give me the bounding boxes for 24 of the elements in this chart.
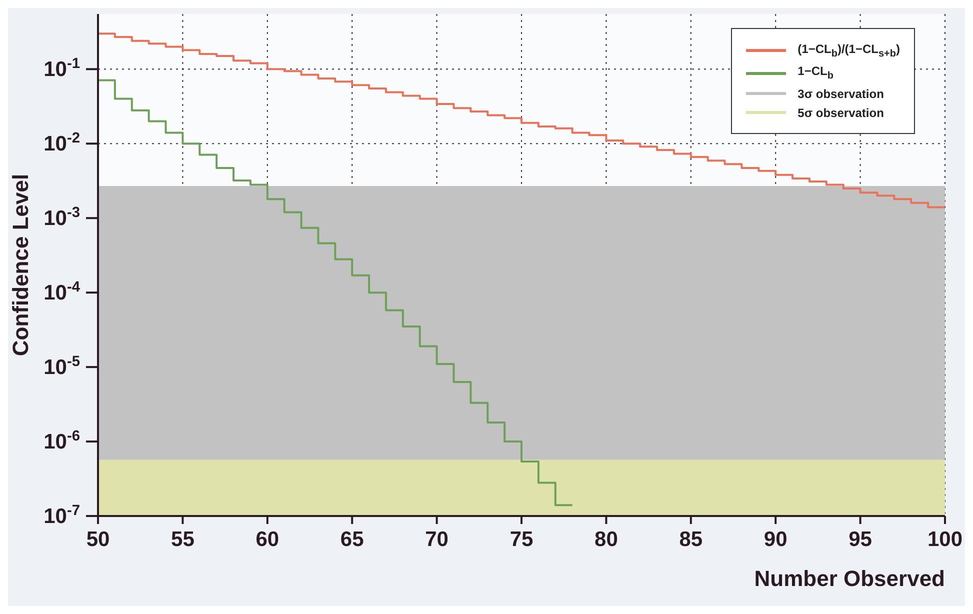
legend-label: (1−CL$_{b}$)/(1−CL$_{s+b}$) [798,42,900,60]
y-tick-label: 10$^{-4}$ [44,280,81,305]
x-tick-label: 100 [927,528,963,551]
y-axis-title: Confidence Level [8,174,33,356]
x-tick-label: 50 [86,528,110,551]
legend-label: 1−CL$_{b}$ [798,64,834,82]
y-tick-label: 10$^{-7}$ [44,503,80,528]
x-axis-title: Number Observed [754,566,945,591]
y-tick-label: 10$^{-3}$ [44,205,80,230]
legend-label: 5σ observation [798,106,884,120]
x-tick-label: 90 [764,528,788,551]
y-tick-label: 10$^{-5}$ [44,354,80,380]
x-tick-label: 75 [510,528,534,551]
y-tick-label: 10$^{-1}$ [44,56,80,82]
x-tick-label: 65 [340,528,364,551]
y-tick-label: 10$^{-6}$ [44,428,80,454]
y-tick-label: 10$^{-2}$ [44,130,80,156]
x-tick-label: 55 [171,528,195,551]
legend-label: 3σ observation [798,86,884,101]
x-tick-label: 60 [256,528,280,551]
x-tick-label: 95 [848,528,872,551]
x-tick-label: 80 [594,528,618,551]
x-tick-label: 70 [425,528,448,551]
x-tick-label: 85 [679,528,703,551]
